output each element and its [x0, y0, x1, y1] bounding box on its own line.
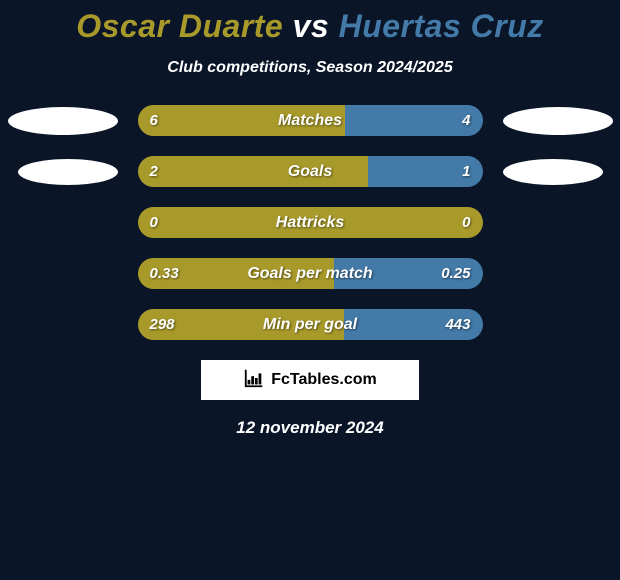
stat-row: Hattricks 0 0 — [0, 207, 620, 238]
stat-value-left: 298 — [150, 309, 175, 340]
stat-row: Matches 6 4 — [0, 105, 620, 136]
stat-label: Matches — [278, 105, 342, 136]
stat-value-left: 2 — [150, 156, 158, 187]
vs-separator: vs — [293, 8, 330, 44]
stat-value-left: 0.33 — [150, 258, 179, 289]
brand-text: FcTables.com — [271, 371, 377, 389]
stat-value-left: 6 — [150, 105, 158, 136]
stat-label: Goals — [288, 156, 332, 187]
stat-label: Hattricks — [276, 207, 344, 238]
stat-bar: Hattricks 0 0 — [138, 207, 483, 238]
stat-value-right: 0 — [462, 207, 470, 238]
stat-row: Min per goal 298 443 — [0, 309, 620, 340]
stats-rows: Matches 6 4 Goals 2 1 Hattricks 0 0 Goals per mat… — [0, 105, 620, 340]
page-title: Oscar Duarte vs Huertas Cruz — [0, 8, 620, 45]
left-indicator — [18, 159, 118, 185]
stat-row: Goals 2 1 — [0, 156, 620, 187]
stat-value-right: 443 — [445, 309, 470, 340]
stat-label: Min per goal — [263, 309, 357, 340]
stat-value-right: 1 — [462, 156, 470, 187]
right-indicator — [503, 107, 613, 135]
right-indicator — [503, 159, 603, 185]
stat-bar: Goals per match 0.33 0.25 — [138, 258, 483, 289]
comparison-infographic: Oscar Duarte vs Huertas Cruz Club compet… — [0, 0, 620, 438]
stat-value-right: 0.25 — [441, 258, 470, 289]
bar-fill-left — [138, 156, 368, 187]
player2-name: Huertas Cruz — [339, 8, 544, 44]
subtitle: Club competitions, Season 2024/2025 — [0, 59, 620, 77]
stat-value-left: 0 — [150, 207, 158, 238]
date-text: 12 november 2024 — [0, 418, 620, 438]
stat-bar: Goals 2 1 — [138, 156, 483, 187]
left-indicator — [8, 107, 118, 135]
chart-icon — [243, 367, 265, 394]
brand-badge: FcTables.com — [201, 360, 419, 400]
stat-value-right: 4 — [462, 105, 470, 136]
stat-bar: Matches 6 4 — [138, 105, 483, 136]
player1-name: Oscar Duarte — [76, 8, 283, 44]
stat-row: Goals per match 0.33 0.25 — [0, 258, 620, 289]
stat-bar: Min per goal 298 443 — [138, 309, 483, 340]
stat-label: Goals per match — [247, 258, 372, 289]
